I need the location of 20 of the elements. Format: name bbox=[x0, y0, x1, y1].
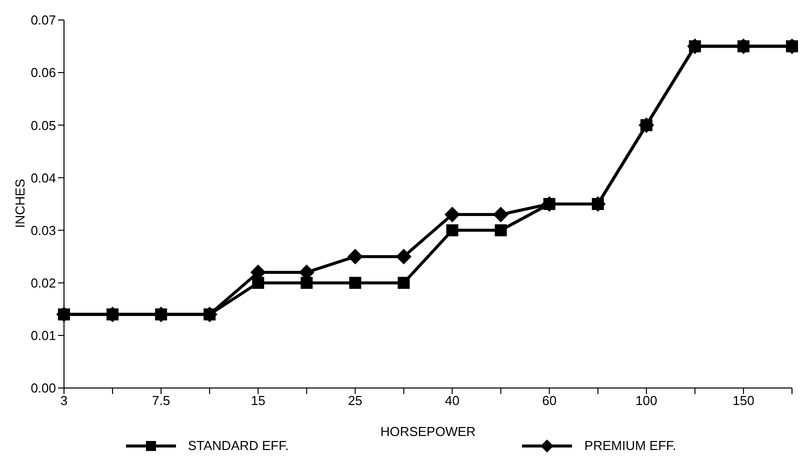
y-tick-label: 0.04 bbox=[30, 170, 56, 186]
y-tick-label: 0.05 bbox=[30, 118, 56, 133]
x-tick-label: 40 bbox=[445, 393, 460, 408]
x-tick-label: 25 bbox=[348, 393, 362, 408]
y-tick-label: 0.02 bbox=[30, 275, 56, 290]
y-tick-label: 0.07 bbox=[30, 12, 56, 28]
x-tick-label: 15 bbox=[250, 393, 266, 408]
x-tick-label: 100 bbox=[636, 393, 658, 408]
legend-label: STANDARD EFF. bbox=[186, 438, 289, 453]
y-axis-title: INCHES bbox=[12, 178, 28, 228]
y-tick-label: 0.00 bbox=[30, 380, 56, 396]
x-tick-label: 3 bbox=[60, 393, 68, 408]
y-tick-label: 0.06 bbox=[30, 65, 56, 80]
legend-label: PREMIUM EFF. bbox=[583, 438, 676, 453]
x-tick-label: 150 bbox=[732, 393, 754, 408]
y-tick-label: 0.01 bbox=[30, 328, 56, 344]
x-tick-label: 7.5 bbox=[152, 393, 170, 408]
x-tick-label: 60 bbox=[542, 393, 557, 408]
y-tick-label: 0.03 bbox=[30, 222, 56, 238]
x-axis-title: HORSEPOWER bbox=[380, 424, 476, 439]
